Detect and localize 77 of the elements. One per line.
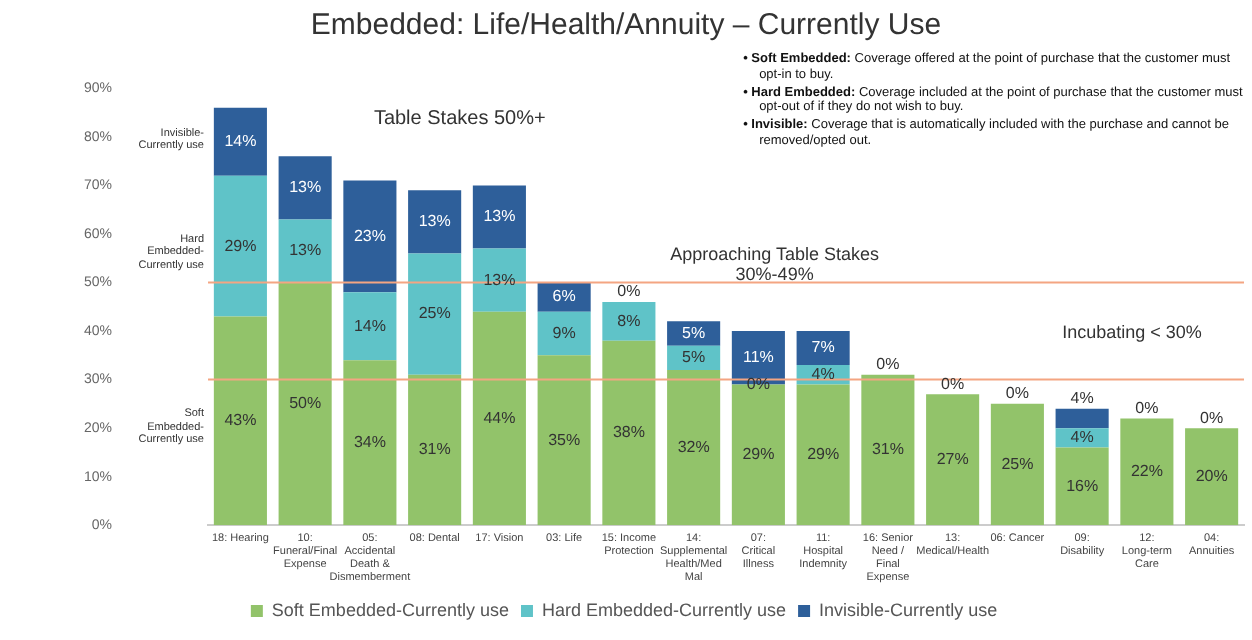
data-label: 0% — [1135, 398, 1159, 417]
annotation: Incubating < 30% — [1062, 321, 1202, 343]
data-label: 11% — [742, 348, 774, 367]
data-label: 5% — [682, 323, 706, 342]
data-label: 23% — [353, 226, 386, 245]
bar — [796, 384, 850, 526]
bar — [278, 156, 332, 220]
bar — [278, 282, 332, 526]
legend-label: Soft Embedded-Currently use — [271, 599, 509, 620]
bar — [213, 175, 267, 317]
chart-title: Embedded: Life/Health/Annuity – Currently Use — [308, 8, 944, 42]
bar — [1120, 418, 1174, 526]
data-label: 9% — [552, 323, 576, 342]
bar — [408, 190, 462, 254]
bar — [408, 253, 462, 375]
data-label: 4% — [1070, 428, 1094, 447]
bar — [1185, 428, 1239, 526]
data-label: 29% — [224, 236, 257, 255]
bar — [472, 185, 526, 249]
bar — [343, 360, 397, 526]
data-label: 7% — [811, 338, 835, 357]
bar — [1055, 408, 1109, 429]
data-label: 13% — [289, 178, 322, 197]
data-label: 14% — [353, 316, 386, 335]
data-label: 29% — [742, 445, 775, 464]
data-label: 8% — [617, 311, 641, 330]
bar — [1055, 447, 1109, 526]
bar — [861, 374, 915, 526]
data-label: 13% — [289, 241, 322, 260]
bar — [667, 369, 721, 526]
bar — [602, 340, 656, 526]
data-label: 14% — [224, 132, 257, 151]
data-label: 0% — [1005, 384, 1029, 403]
annotation: Approaching Table Stakes 30%-49% — [669, 243, 880, 286]
legend-label: Hard Embedded-Currently use — [541, 599, 787, 620]
data-label: 16% — [1066, 476, 1099, 495]
bar — [990, 403, 1044, 526]
data-label: 22% — [1130, 462, 1163, 481]
bar — [343, 180, 397, 293]
bar — [602, 301, 656, 341]
data-label: 25% — [418, 304, 451, 323]
data-label: 20% — [1195, 467, 1228, 486]
bar — [926, 394, 980, 526]
data-label: 38% — [612, 423, 645, 442]
bar — [537, 355, 591, 526]
annotation: Table Stakes 50%+ — [373, 107, 546, 131]
data-label: 43% — [224, 411, 257, 430]
bar — [213, 107, 267, 176]
data-label: 0% — [617, 282, 641, 301]
data-label: 25% — [1001, 454, 1034, 473]
data-label: 29% — [807, 445, 840, 464]
data-label: 31% — [871, 440, 904, 459]
data-label: 31% — [418, 440, 451, 459]
data-label: 0% — [1200, 408, 1224, 427]
bar — [796, 331, 850, 366]
data-label: 34% — [353, 433, 386, 452]
bar — [278, 219, 332, 283]
bar — [537, 311, 591, 356]
data-label: 27% — [936, 450, 969, 469]
data-label: 13% — [483, 207, 516, 226]
data-label: 6% — [552, 287, 576, 306]
bar — [408, 374, 462, 526]
bar — [213, 316, 267, 526]
data-label: 44% — [483, 408, 516, 427]
data-label: 0% — [941, 374, 965, 393]
data-label: 32% — [677, 437, 710, 456]
data-label: 13% — [418, 212, 451, 231]
data-label: 5% — [682, 348, 706, 367]
bar — [667, 321, 721, 346]
data-label: 4% — [811, 365, 835, 384]
bar — [472, 311, 526, 526]
bar — [343, 292, 397, 361]
data-label: 0% — [876, 355, 900, 374]
data-label: 4% — [1070, 389, 1094, 408]
legend-label: Invisible-Currently use — [819, 599, 998, 620]
data-label: 50% — [289, 394, 322, 413]
data-label: 35% — [548, 430, 581, 449]
